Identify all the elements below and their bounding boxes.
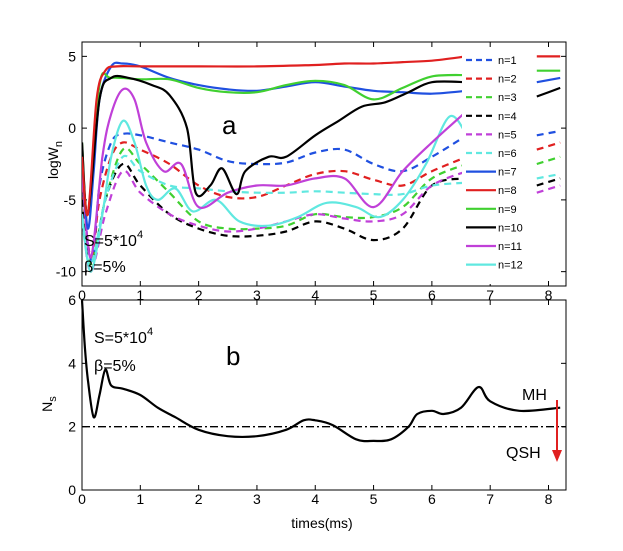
panel-a: 0 1 2 3 4 5 6 7 850-5-10 n=1n=2n=3n=4n=5n=6n=7n=… — [45, 41, 567, 303]
panel-b-series — [80, 299, 566, 443]
legend-label: n=8 — [498, 185, 517, 197]
x-tick-label: 1 — [136, 491, 144, 507]
panel-b: 0 1 2 3 4 5 6 7 8 0 2 4 6 Ns times(ms) b S=5*104 β=5… — [39, 292, 567, 531]
series-line-n9 — [82, 71, 467, 216]
x-tick-label: 7 — [486, 287, 494, 303]
series-line-n8 — [82, 55, 468, 217]
panel-a-label: a — [222, 110, 237, 140]
series-tail-n4 — [536, 177, 561, 187]
series-line-n10 — [82, 74, 467, 216]
legend-label: n=5 — [498, 129, 517, 141]
qsh-label: QSH — [506, 445, 541, 462]
panel-a-beta-annotation: β=5% — [84, 259, 126, 276]
panel-b-beta-annotation: β=5% — [94, 358, 136, 375]
x-tick-label: 5 — [370, 287, 378, 303]
series-tail-n1 — [536, 129, 561, 137]
x-tick-label: 2 — [195, 287, 203, 303]
series-tail-n6 — [536, 172, 561, 180]
x-tick-label: 1 — [136, 287, 144, 303]
x-tick-label: 8 — [545, 491, 553, 507]
series-line-n12 — [82, 114, 468, 273]
series-line-n2 — [82, 141, 468, 259]
panel-b-ticks: 0 1 2 3 4 5 6 7 8 0 2 4 6 — [68, 292, 566, 507]
y-tick-label: -10 — [56, 264, 76, 280]
y-tick-label: 5 — [68, 48, 76, 64]
x-tick-label: 6 — [428, 491, 436, 507]
x-tick-label: 8 — [545, 287, 553, 303]
panel-b-label: b — [226, 341, 240, 371]
y-tick-label: 2 — [68, 419, 76, 435]
series-line-n5 — [82, 169, 468, 273]
x-tick-label: 3 — [253, 491, 261, 507]
panel-b-xlabel: times(ms) — [291, 515, 352, 531]
series-line-n4 — [82, 162, 468, 273]
y-tick-label: -5 — [64, 192, 77, 208]
y-tick-label: 0 — [68, 120, 76, 136]
series-tail-n3 — [536, 155, 561, 166]
legend-label: n=4 — [498, 111, 517, 123]
series-line-n1 — [82, 132, 468, 263]
x-tick-label: 7 — [486, 491, 494, 507]
panel-a-s-annotation: S=5*104 — [84, 229, 143, 250]
series-line-n11 — [82, 87, 468, 259]
panel-a-legend: n=1 n=2 n=3 n=4 n=5 n=6 n=7 n=8 n=9 n=10 n=11 n=12 — [462, 48, 524, 284]
legend-label: n=7 — [498, 167, 517, 179]
panel-a-series — [82, 55, 561, 273]
mh-label: MH — [522, 387, 547, 404]
x-tick-label: 4 — [311, 491, 319, 507]
series-line-Ns — [80, 299, 561, 443]
x-tick-label: 2 — [195, 491, 203, 507]
mh-to-qsh-arrow-head — [552, 450, 562, 462]
legend-label: n=10 — [498, 222, 523, 234]
y-tick-label: 4 — [68, 355, 76, 371]
y-tick-label: 0 — [68, 482, 76, 498]
panel-b-ylabel: Ns — [39, 396, 59, 412]
panel-a-ticks: 0 1 2 3 4 5 6 7 8 5 0 -5 -10 — [56, 42, 566, 303]
panel-a-ylabel: logWn — [45, 141, 65, 179]
panel-b-frame — [81, 299, 567, 491]
legend-label: n=2 — [498, 74, 517, 86]
legend-label: n=3 — [498, 92, 517, 104]
legend-label: n=6 — [498, 148, 517, 160]
x-tick-label: 6 — [428, 287, 436, 303]
series-tail-n7 — [536, 76, 561, 84]
series-line-n6 — [82, 154, 467, 266]
legend-box — [462, 48, 524, 284]
series-tail-n10 — [536, 86, 561, 98]
legend-label: n=9 — [498, 204, 517, 216]
panel-b-s-annotation: S=5*104 — [94, 326, 153, 347]
y-tick-label: 6 — [68, 292, 76, 308]
legend-label: n=12 — [498, 260, 523, 272]
x-tick-label: 0 — [78, 491, 86, 507]
x-tick-label: 5 — [370, 491, 378, 507]
legend-label: n=11 — [498, 241, 522, 253]
x-tick-label: 4 — [311, 287, 319, 303]
legend-label: n=1 — [498, 55, 517, 67]
series-tail-n2 — [536, 141, 561, 151]
series-tail-n5 — [536, 184, 561, 194]
x-tick-label: 3 — [253, 287, 261, 303]
x-tick-label: 0 — [78, 287, 86, 303]
